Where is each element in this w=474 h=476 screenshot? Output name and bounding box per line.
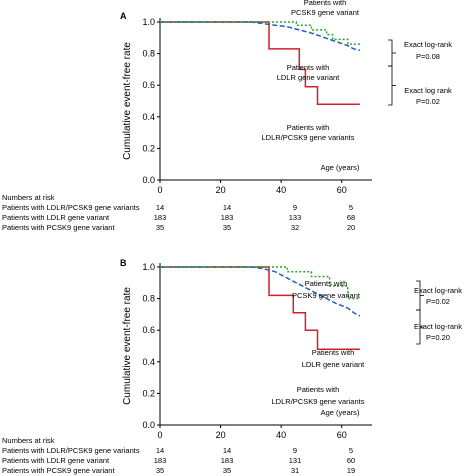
label-pcsk9-line1: Patients with [305, 279, 348, 288]
risk-value: 35 [223, 466, 231, 475]
risk-value: 35 [223, 223, 231, 232]
risk-row-label: Patients with LDLR/PCSK9 gene variants [2, 203, 140, 212]
risk-value: 32 [291, 223, 299, 232]
label-ldlr-line1: Patients with [287, 63, 330, 72]
y-tick-label: 1.0 [142, 17, 155, 27]
risk-value: 183 [154, 456, 167, 465]
x-tick-label: 20 [216, 185, 226, 195]
series-line-ldlr-pcsk9 [160, 21, 360, 105]
x-axis-label: Age (years) [321, 408, 360, 417]
risk-value: 68 [347, 213, 355, 222]
label-ldlr-line1: Patients with [312, 348, 355, 357]
x-axis-label: Age (years) [321, 163, 360, 172]
risk-table-title: Numbers at risk [2, 193, 55, 202]
risk-row-label: Patients with LDLR gene variant [2, 456, 110, 465]
risk-value: 35 [156, 466, 164, 475]
x-tick-label: 20 [216, 430, 226, 440]
y-tick-label: 0.6 [142, 80, 155, 90]
bracket-2 [388, 65, 393, 106]
panel-a: A 0.0 0.2 0.4 0.6 0.8 1.0 0 20 40 60 Cumulative eve… [2, 0, 452, 232]
panel-letter: A [120, 11, 127, 21]
y-tick-label: 0.4 [142, 357, 155, 367]
x-tick-label: 40 [276, 185, 286, 195]
panel-b: B 0.0 0.2 0.4 0.6 0.8 1.0 0 20 40 60 Cumulative eve… [2, 258, 462, 475]
logrank-test-2-line2: P=0.02 [416, 97, 440, 106]
logrank-test-1-line1: Exact log-rank [414, 286, 462, 295]
series-line-pcsk9 [160, 21, 360, 45]
risk-value: 14 [223, 203, 231, 212]
label-ldlr-pcsk9-line2: LDLR/PCSK9 gene variants [272, 397, 365, 406]
y-axis-label: Cumulative event-free rate [122, 42, 133, 160]
risk-row-label: Patients with LDLR/PCSK9 gene variants [2, 446, 140, 455]
y-tick-label: 0.4 [142, 112, 155, 122]
label-ldlr-pcsk9-line1: Patients with [287, 123, 330, 132]
logrank-test-1-line2: P=0.02 [426, 297, 450, 306]
x-tick-label: 60 [337, 185, 347, 195]
risk-row-label: Patients with PCSK9 gene variant [2, 223, 115, 232]
y-axis-label: Cumulative event-free rate [122, 287, 133, 405]
series-line-pcsk9 [160, 266, 360, 300]
y-tick-label: 1.0 [142, 262, 155, 272]
risk-value: 9 [293, 446, 297, 455]
x-tick-label: 0 [157, 185, 162, 195]
risk-value: 20 [347, 223, 355, 232]
series-line-ldlr-pcsk9 [160, 266, 360, 350]
logrank-test-2-line2: P=0.20 [426, 333, 450, 342]
risk-value: 183 [221, 456, 234, 465]
y-tick-label: 0.8 [142, 49, 155, 59]
risk-table-title: Numbers at risk [2, 436, 55, 445]
logrank-test-2-line1: Exact log rank [404, 86, 452, 95]
logrank-test-2-line1: Exact log-rank [414, 322, 462, 331]
risk-value: 14 [223, 446, 231, 455]
y-tick-label: 0.8 [142, 294, 155, 304]
label-ldlr-line2: LDLR gene variant [277, 73, 340, 82]
risk-value: 5 [349, 446, 353, 455]
risk-value: 183 [221, 213, 234, 222]
y-tick-label: 0.6 [142, 325, 155, 335]
y-tick-label: 0.2 [142, 143, 155, 153]
risk-value: 5 [349, 203, 353, 212]
risk-value: 183 [154, 213, 167, 222]
risk-value: 131 [289, 456, 302, 465]
label-pcsk9-line2: PCSK9 gene variant [292, 291, 361, 300]
logrank-test-1-line2: P=0.08 [416, 52, 440, 61]
risk-value: 35 [156, 223, 164, 232]
risk-value: 9 [293, 203, 297, 212]
x-tick-label: 0 [157, 430, 162, 440]
risk-row-label: Patients with LDLR gene variant [2, 213, 110, 222]
series-line-ldlr [160, 21, 361, 52]
panel-letter: B [120, 258, 127, 268]
risk-value: 60 [347, 456, 355, 465]
risk-row-label: Patients with PCSK9 gene variant [2, 466, 115, 475]
series-line-ldlr [160, 266, 361, 317]
bracket-1 [388, 39, 393, 67]
x-tick-label: 40 [276, 430, 286, 440]
logrank-test-1-line1: Exact log-rank [404, 40, 452, 49]
label-pcsk9-line2: PCSK9 gene variant [291, 8, 360, 17]
risk-value: 19 [347, 466, 355, 475]
x-tick-label: 60 [337, 430, 347, 440]
y-tick-label: 0.0 [142, 175, 155, 185]
label-ldlr-line2: LDLR gene variant [302, 360, 365, 369]
risk-value: 31 [291, 466, 299, 475]
risk-value: 14 [156, 203, 164, 212]
label-ldlr-pcsk9-line1: Patients with [297, 385, 340, 394]
label-pcsk9-line1: Patients with [304, 0, 347, 7]
label-ldlr-pcsk9-line2: LDLR/PCSK9 gene variants [262, 133, 355, 142]
risk-value: 14 [156, 446, 164, 455]
risk-value: 133 [289, 213, 302, 222]
y-tick-label: 0.0 [142, 420, 155, 430]
y-tick-label: 0.2 [142, 388, 155, 398]
